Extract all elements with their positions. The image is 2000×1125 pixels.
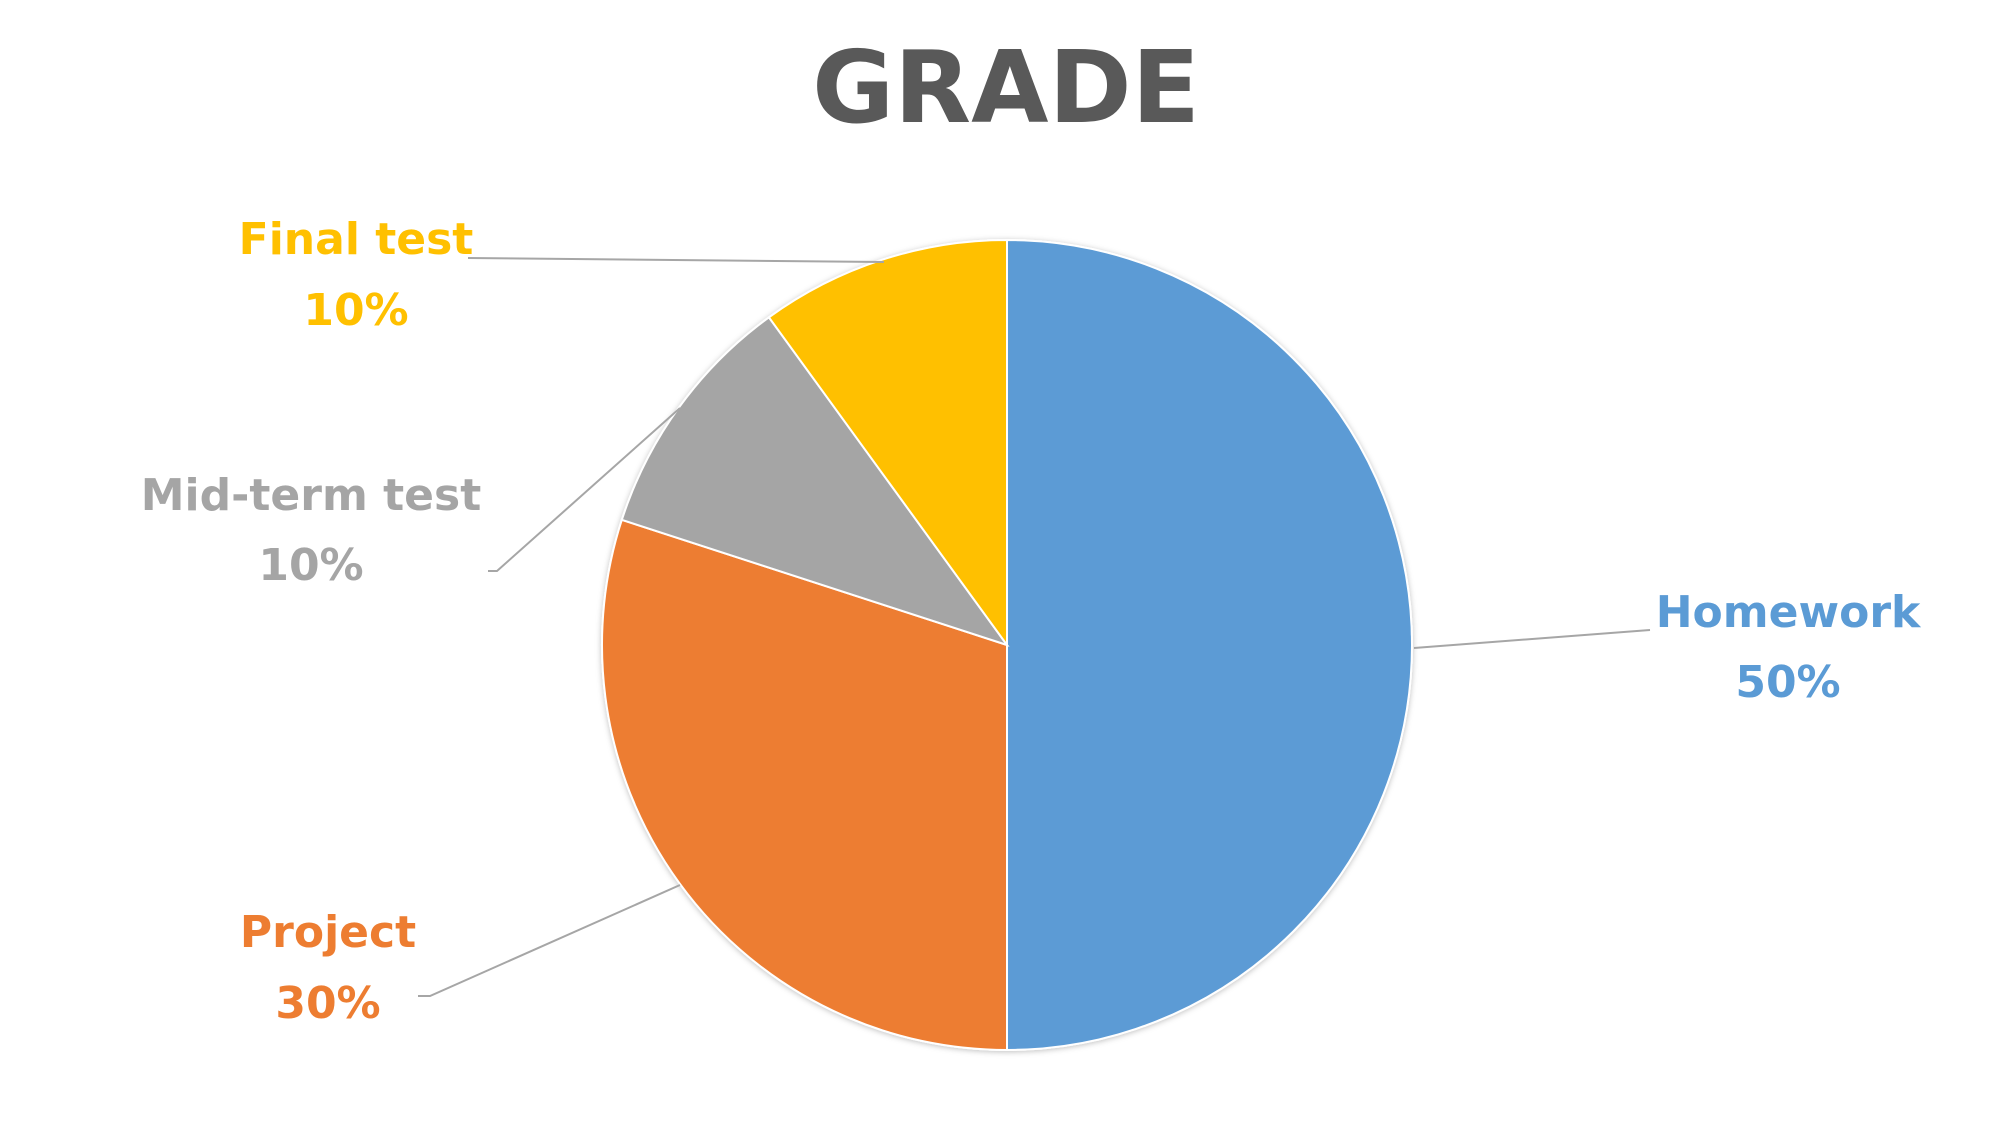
leader-line-mid-term-test (488, 407, 681, 572)
leader-line-homework (1413, 629, 1651, 649)
data-label-name-homework: Homework (1656, 587, 1922, 638)
data-label-value-mid-term-test: 10% (258, 540, 363, 591)
data-label-name-final-test: Final test (239, 214, 474, 265)
data-label-value-homework: 50% (1735, 657, 1840, 708)
data-label-value-project: 30% (275, 978, 380, 1029)
data-label-name-project: Project (240, 907, 416, 958)
leader-line-project (418, 884, 681, 997)
pie-slice-mid-term-test (620, 315, 1010, 647)
data-label-value-final-test: 10% (303, 285, 408, 336)
pie-slice-homework (1006, 238, 1413, 1052)
pie-slice-project (601, 518, 1008, 1052)
pie-slice-final-test (767, 238, 1008, 649)
leader-line-final-test (467, 257, 885, 263)
chart-title: GRADE (812, 29, 1200, 146)
data-labels: Homework 50% Project 30% Mid-term test 10% Fin… (141, 214, 1922, 1029)
data-label-name-mid-term-test: Mid-term test (141, 470, 481, 521)
pie-slices (601, 238, 1413, 1052)
leader-lines (418, 257, 1651, 997)
